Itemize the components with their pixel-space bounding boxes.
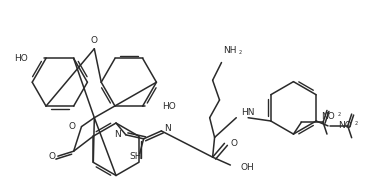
Text: O: O — [91, 36, 98, 45]
Text: HO: HO — [15, 54, 28, 63]
Text: N: N — [115, 130, 121, 139]
Text: $_2$: $_2$ — [238, 48, 243, 57]
Text: O: O — [231, 139, 238, 148]
Text: NH: NH — [223, 46, 237, 55]
Text: N: N — [164, 124, 171, 133]
Text: OH: OH — [240, 162, 254, 172]
Text: O: O — [68, 122, 75, 131]
Text: HO: HO — [162, 102, 176, 111]
Text: SH: SH — [129, 152, 142, 161]
Text: HN: HN — [241, 108, 255, 117]
Text: O: O — [48, 152, 56, 161]
Text: NO: NO — [321, 112, 335, 121]
Text: NO: NO — [338, 121, 352, 130]
Text: $_2$: $_2$ — [354, 120, 358, 128]
Text: $_2$: $_2$ — [337, 110, 342, 119]
